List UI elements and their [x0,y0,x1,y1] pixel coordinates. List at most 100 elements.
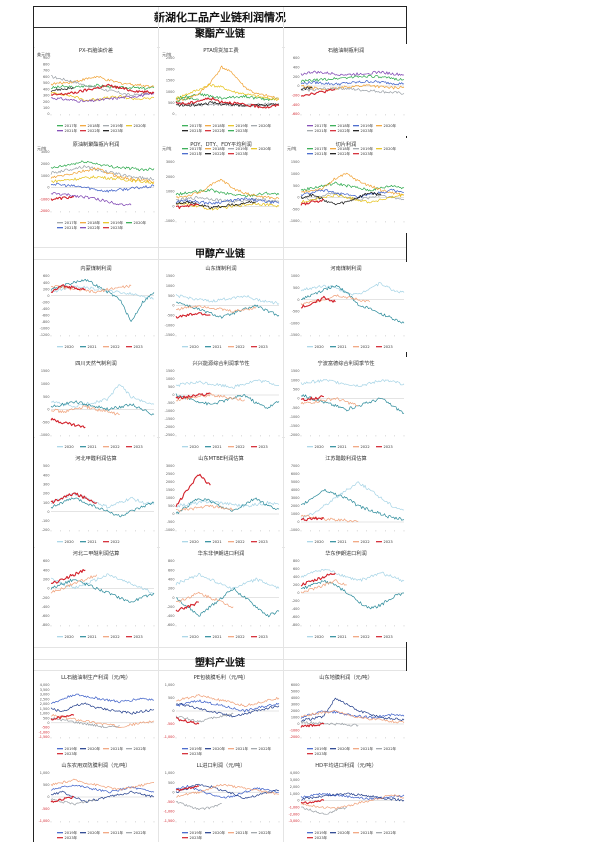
svg-text:2019年: 2019年 [111,220,124,225]
legend-item: 2020年 [251,123,272,128]
y-tick-label: 200 [293,583,299,587]
svg-text:2022年: 2022年 [338,128,351,133]
y-tick-label: 200 [43,492,49,496]
y-tick-label: 2000 [166,67,175,71]
chart-p5: LL进口利润（元/吨） 2019年 2020年 2021年 2022年 2023年 1,00… [160,759,282,843]
y-tick-label: -800 [42,623,50,627]
legend-item: 2021 [330,635,347,639]
y-tick-label: 1500 [166,488,175,492]
y-tick-label: 200 [43,100,49,104]
series-line-2021 [175,301,280,319]
svg-text:2022年: 2022年 [384,830,397,835]
y-tick-label: 1000 [291,172,300,176]
svg-text:2022: 2022 [111,540,120,544]
legend-item: 2021年 [103,830,124,835]
y-tick-label: 600 [293,567,299,571]
y-tick-label: -1500 [290,333,300,337]
series-line-2019年 [300,80,405,86]
y-tick-label: 500 [168,504,174,508]
legend-item: 2022 [353,345,370,349]
y-tick-label: -200 [42,528,50,532]
chart-title: 河北二甲醚利润估算 [73,549,120,557]
series-line-2019年 [50,175,155,185]
chart-svg: 宁波富德综合利润季节性 2020 2021 2022 2023 1500 1000 500 0 -… [290,359,405,449]
series-line-2021 [50,578,155,603]
series-line-2020 [300,481,405,520]
series-line-2021 [300,284,405,324]
svg-text:2020: 2020 [315,540,325,544]
svg-text:2021年: 2021年 [111,830,124,835]
chart-svg: PE包装膜毛利（元/吨） 2019年 2020年 2021年 2022年 2023年 1,0… [164,673,280,756]
legend-item: 2018年 [80,220,101,225]
svg-text:2022年: 2022年 [338,151,351,156]
y-tick-label: -400 [42,605,50,609]
svg-text:2022: 2022 [361,635,370,639]
series-line-2022 [300,294,370,306]
series-line-2023 [175,312,211,319]
y-tick-label: 600 [293,56,299,60]
chart-m9: 江苏醋酸利润估算 2020 2021 2022 2023 7000 6000 5000 4000… [285,452,407,547]
y-tick-label: 3000 [291,496,300,500]
y-tick-label: 600 [43,559,49,563]
y-tick-label: 500 [43,464,49,468]
y-tick-label: 500 [43,395,49,399]
svg-text:2021年: 2021年 [65,128,78,133]
series-line-2022年 [300,88,336,97]
svg-text:2020: 2020 [190,635,200,639]
svg-text:2020: 2020 [315,345,325,349]
svg-text:2021年: 2021年 [315,128,328,133]
y-tick-label: -1500 [165,333,175,337]
y-tick-label: -400 [292,103,300,107]
legend-item: 2021 [205,635,222,639]
series-line-2023 [175,392,211,400]
y-tick-label: 1,000 [165,683,175,687]
y-tick-label: -2500 [165,433,175,437]
chart-title: 山东MTBE利润估算 [198,454,244,462]
legend-item: 2017年 [307,123,328,128]
series-line-2017年 [175,188,280,198]
svg-text:2020: 2020 [190,445,200,449]
y-tick-label: 5000 [291,690,300,694]
svg-text:2020年: 2020年 [134,123,147,128]
series-line-2021年 [50,92,155,103]
series-line-2023年 [175,717,200,725]
series-line-2022年 [175,97,280,109]
legend-item: 2020年 [205,830,226,835]
series-line-2022 [175,305,257,313]
legend-item: 2019年 [353,123,374,128]
y-tick-label: 0 [47,112,49,116]
svg-text:2022: 2022 [236,445,245,449]
chart-title: 山东地膜利润（元/吨） [319,673,373,681]
chart-poly: 原油制聚酯瓶片利润 元/吨 2017年 2018年 2019年 2020年 2021年 202… [35,138,157,233]
svg-text:2023: 2023 [259,540,268,544]
series-line-2021年 [50,778,155,791]
chart-title: LL进口利润（元/吨） [196,761,245,769]
legend-item: 2023年 [182,751,203,756]
legend-item: 2022 [353,540,370,544]
svg-text:2021: 2021 [338,445,347,449]
legend-item: 2022 [228,345,245,349]
y-tick-label: -1000 [165,323,175,327]
y-tick-label: 1000 [291,716,300,720]
svg-text:2021年: 2021年 [315,151,328,156]
legend-item: 2023年 [57,835,78,840]
y-tick-label: 500 [168,781,174,785]
legend-item: 2022年 [251,830,272,835]
y-tick-label: -500 [42,726,50,730]
svg-text:2023: 2023 [134,345,143,349]
series-line-2020 [50,492,155,509]
legend-item: 2021 [205,445,222,449]
y-tick-label: 600 [43,274,49,278]
y-tick-label: -1000 [290,219,300,223]
y-tick-label: 500 [293,387,299,391]
svg-text:2020: 2020 [190,345,200,349]
series-line-2023年 [175,203,200,210]
chart-p3: 山东地膜利润（元/吨） 2019年 2020年 2021年 2022年 2023年 6000… [285,671,407,759]
y-tick-label: -1,500 [39,735,50,739]
legend-item: 2023年 [307,751,328,756]
y-tick-label: -500 [292,406,300,410]
chart-p4: 山东农用双防膜利润（元/吨） 2019年 2020年 2021年 2022年 2023年 1… [35,759,157,843]
series-line-2022 [175,393,245,402]
legend-item: 2019年 [103,220,124,225]
y-tick-label: 1500 [166,79,175,83]
